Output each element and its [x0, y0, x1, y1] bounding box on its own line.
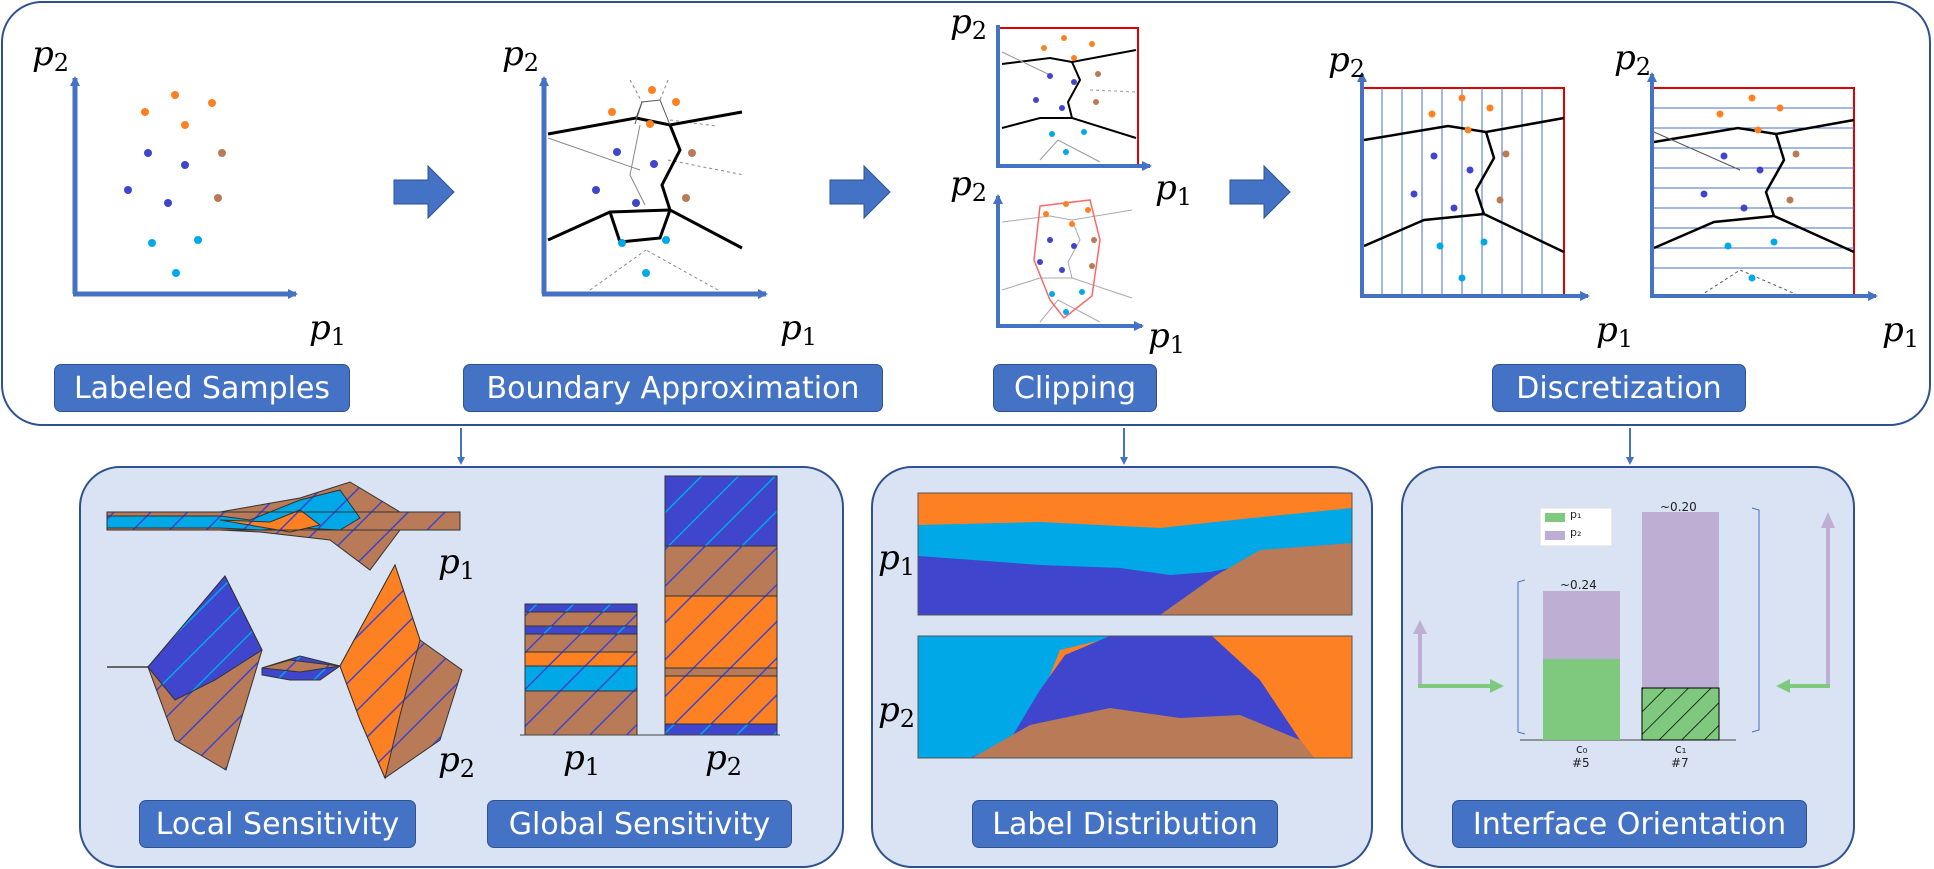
chart-legend [1539, 507, 1613, 547]
boundary-approximation-plot [539, 76, 768, 299]
labeled-samples-label: Labeled Samples [54, 364, 350, 412]
bar-c0-p1 [1543, 659, 1620, 740]
sample-points [124, 91, 226, 277]
label-distribution-p1 [917, 492, 1353, 616]
bar-c1-p2 [1642, 512, 1719, 688]
discretization-label: Discretization [1492, 364, 1746, 412]
clipping-box-plot [996, 25, 1152, 171]
global-sensitivity-bars [520, 475, 780, 736]
local-sensitivity-p2 [107, 563, 463, 780]
bar-c1-top-label: ~0.20 [1660, 500, 1697, 514]
bar-c1-count: #7 [1671, 756, 1689, 770]
axis-label-p2: p2 [950, 164, 988, 207]
connector-arrows [457, 428, 1634, 465]
stage-arrows [393, 164, 1291, 220]
clipping-hull-plot [993, 194, 1144, 331]
axis-label-p1: p1 [1155, 168, 1193, 211]
local-sensitivity-p1 [106, 481, 461, 571]
axis-label-p1: p1 [1882, 310, 1920, 353]
labeled-samples-plot [70, 76, 298, 299]
label-distribution-label: Label Distribution [972, 800, 1278, 848]
discretization-vertical-plot [1357, 72, 1590, 301]
axis-label-p1: p1 [309, 308, 347, 351]
legend-label-p1: p₁ [1570, 508, 1582, 521]
axis-label-p1: p1 [1148, 316, 1186, 359]
orientation-glyph-right [1776, 512, 1835, 693]
boundary-approximation-label: Boundary Approximation [463, 364, 883, 412]
axis-label-p2: p2 [1328, 40, 1366, 83]
bar-c0-top-label: ~0.24 [1560, 578, 1597, 592]
discretization-horizontal-plot [1647, 72, 1878, 301]
sensitivity-panel [79, 466, 844, 868]
axis-label-p2: p2 [1614, 38, 1652, 81]
bar-c0-p2 [1543, 591, 1620, 659]
axis-label-p2: p2 [705, 738, 743, 781]
axis-label-p2: p2 [32, 34, 70, 77]
axis-label-p2: p2 [438, 740, 476, 783]
axis-label-p2: p2 [878, 690, 916, 733]
axis-label-p2: p2 [502, 34, 540, 77]
orientation-chart [1413, 507, 1835, 741]
global-sensitivity-label: Global Sensitivity [487, 800, 792, 848]
bar-c1-p1 [1641, 687, 1720, 741]
orientation-panel [1401, 466, 1855, 868]
label-distribution-p2 [917, 635, 1353, 759]
axis-label-p1: p1 [438, 542, 476, 585]
orientation-glyph-left [1413, 620, 1504, 693]
axis-label-p1: p1 [1596, 310, 1634, 353]
local-sensitivity-label: Local Sensitivity [139, 800, 416, 848]
clipping-label: Clipping [993, 364, 1157, 412]
axis-label-p2: p2 [950, 2, 988, 45]
bar-c0-category: c₀ [1576, 742, 1588, 756]
bar-c1-category: c₁ [1675, 742, 1687, 756]
axis-label-p1: p1 [878, 538, 916, 581]
interface-orientation-label: Interface Orientation [1452, 800, 1807, 848]
bar-c0-count: #5 [1572, 756, 1590, 770]
axis-label-p1: p1 [780, 308, 818, 351]
bar-c1 [1641, 512, 1720, 741]
axis-label-p1: p1 [563, 738, 601, 781]
legend-label-p2: p₂ [1570, 526, 1582, 539]
bar-c0 [1543, 591, 1620, 740]
